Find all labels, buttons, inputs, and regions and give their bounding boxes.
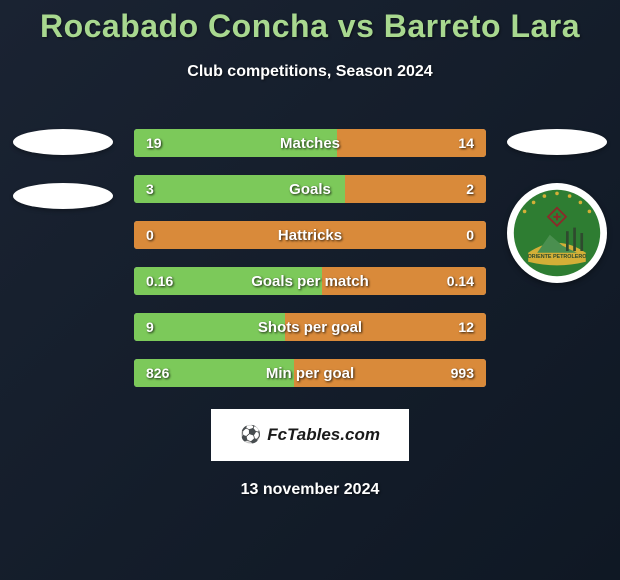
soccer-ball-icon: ⚽ <box>240 425 261 445</box>
stat-row: 0 Hattricks 0 <box>134 221 486 249</box>
right-club-logo: ORIENTE PETROLERO <box>507 183 607 283</box>
date-label: 13 november 2024 <box>0 481 620 499</box>
stat-label: Goals per match <box>251 273 369 290</box>
right-player-col: ORIENTE PETROLERO <box>502 129 612 283</box>
stat-label: Matches <box>280 135 340 152</box>
stat-value-left: 9 <box>146 319 154 335</box>
left-player-col <box>8 129 118 209</box>
left-player-placeholder-2 <box>13 183 113 209</box>
page-subtitle: Club competitions, Season 2024 <box>0 63 620 81</box>
stat-row: 3 Goals 2 <box>134 175 486 203</box>
svg-text:ORIENTE PETROLERO: ORIENTE PETROLERO <box>528 254 587 260</box>
stat-label: Shots per goal <box>258 319 362 336</box>
stat-value-left: 3 <box>146 181 154 197</box>
stat-value-right: 993 <box>451 365 474 381</box>
stat-value-left: 826 <box>146 365 169 381</box>
stat-value-left: 0.16 <box>146 273 173 289</box>
stat-bars: 19 Matches 14 3 Goals 2 0 Hattricks 0 0.16 Goals p… <box>134 129 486 387</box>
stat-label: Min per goal <box>266 365 354 382</box>
stat-label: Hattricks <box>278 227 342 244</box>
stat-label: Goals <box>289 181 331 198</box>
stat-row: 9 Shots per goal 12 <box>134 313 486 341</box>
watermark-text: FcTables.com <box>267 425 380 445</box>
stat-value-right: 14 <box>458 135 474 151</box>
stat-value-right: 12 <box>458 319 474 335</box>
page-title: Rocabado Concha vs Barreto Lara <box>0 8 620 45</box>
club-badge-icon: ORIENTE PETROLERO <box>512 188 602 278</box>
right-player-placeholder <box>507 129 607 155</box>
stat-bar-right <box>345 175 486 203</box>
stat-value-right: 2 <box>466 181 474 197</box>
stat-value-right: 0.14 <box>447 273 474 289</box>
watermark: ⚽ FcTables.com <box>211 409 409 461</box>
stat-value-left: 0 <box>146 227 154 243</box>
stat-value-right: 0 <box>466 227 474 243</box>
left-player-placeholder-1 <box>13 129 113 155</box>
stats-container: 19 Matches 14 3 Goals 2 0 Hattricks 0 0.16 Goals p… <box>0 129 620 387</box>
stat-row: 826 Min per goal 993 <box>134 359 486 387</box>
stat-row: 19 Matches 14 <box>134 129 486 157</box>
stat-value-left: 19 <box>146 135 162 151</box>
stat-row: 0.16 Goals per match 0.14 <box>134 267 486 295</box>
